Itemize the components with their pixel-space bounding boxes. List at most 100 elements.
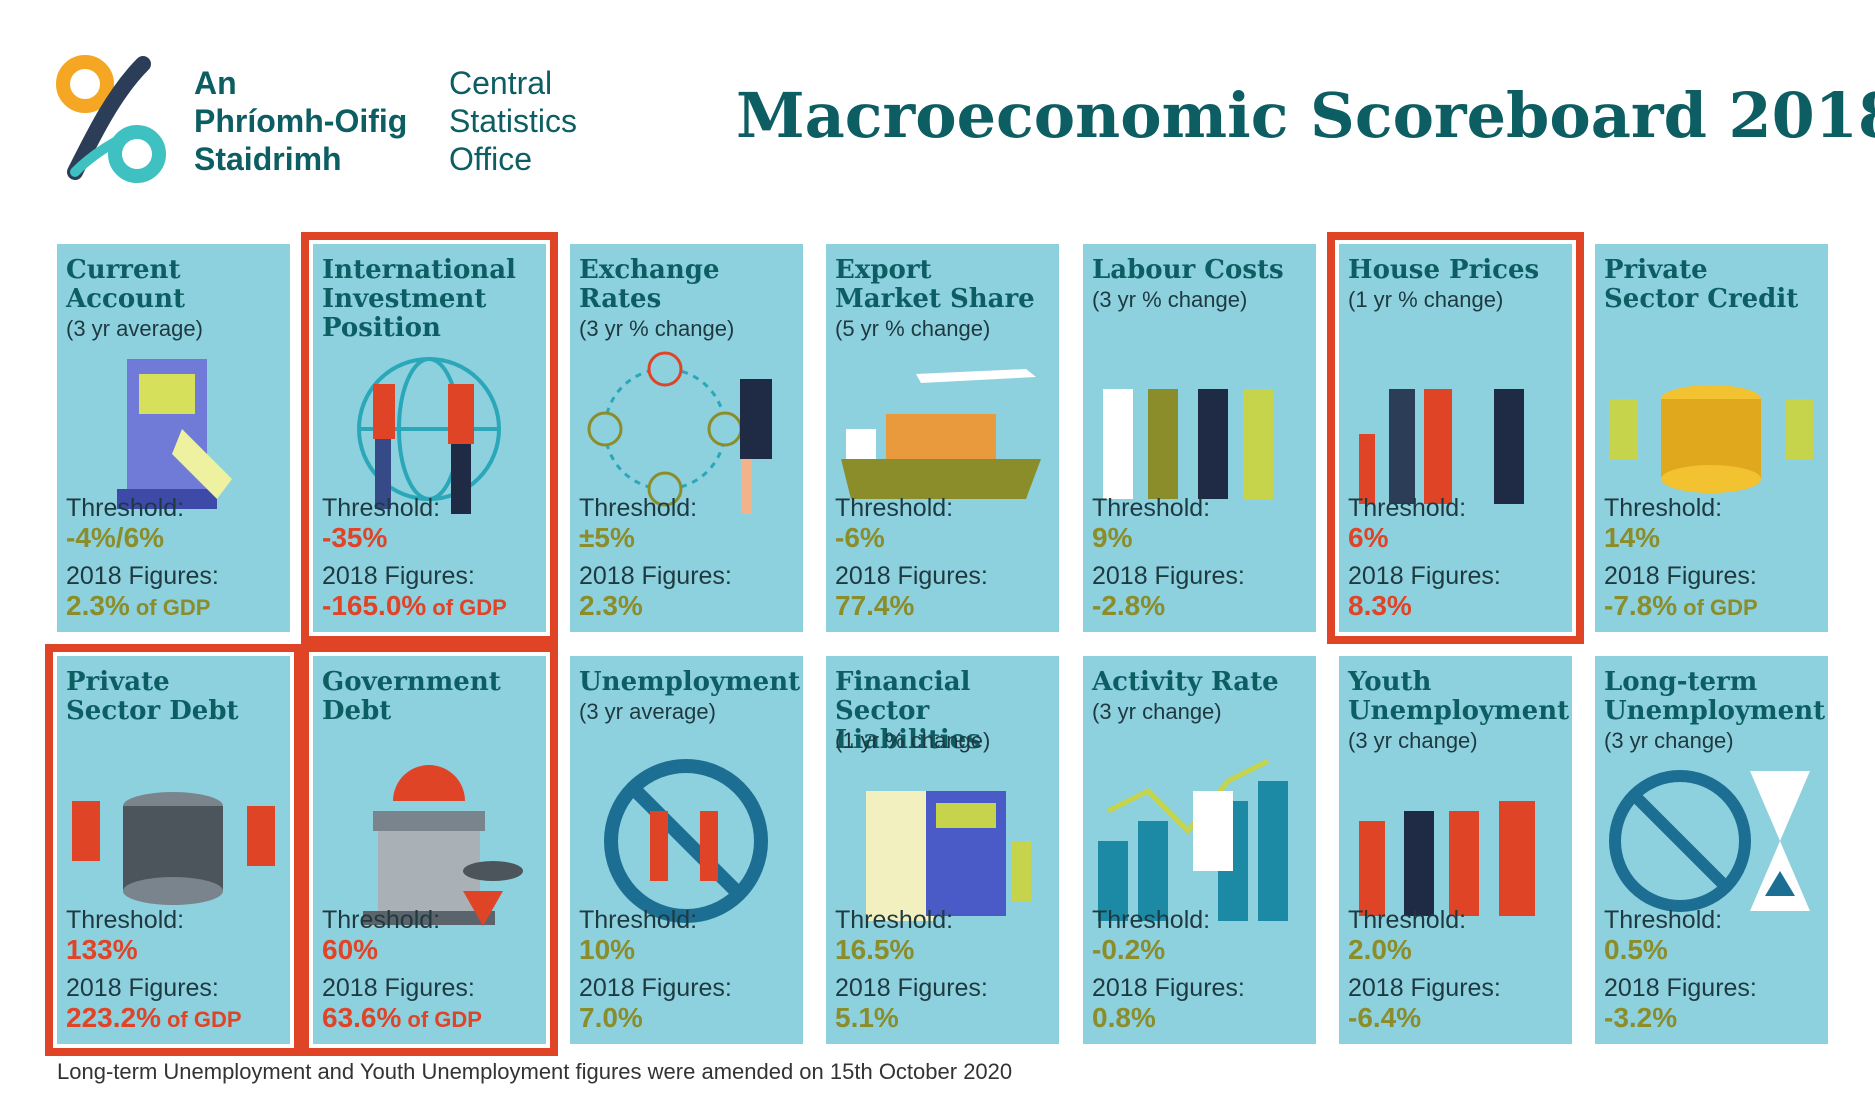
figure-unit: of GDP — [432, 595, 507, 620]
figure-number: 2.3% — [579, 590, 643, 621]
figures-label: 2018 Figures: — [322, 974, 475, 1002]
figures-label: 2018 Figures: — [1092, 974, 1245, 1002]
tile-title: Long-term Unemployment — [1604, 667, 1826, 726]
figures-label: 2018 Figures: — [66, 562, 219, 590]
government-building-icon — [363, 765, 523, 926]
org-irish-line: Phríomh-Oifig — [194, 103, 408, 139]
org-english-line: Office — [449, 141, 532, 177]
indicator-tile: House Prices (1 yr % change) Threshold: 6% 2… — [1327, 232, 1584, 644]
threshold-value: 6% — [1348, 522, 1389, 553]
figures-label: 2018 Figures: — [1092, 562, 1245, 590]
hourglass-icon — [1609, 770, 1810, 912]
figure-value: -6.4% — [1348, 1002, 1421, 1034]
indicator-tile: Private Sector Credit Threshold: 14% 2018 F… — [1595, 244, 1828, 632]
youth-phones-icon — [1359, 801, 1535, 916]
tile-title: Financial Sector Liabilities — [835, 667, 981, 755]
threshold-value: 0.5% — [1604, 934, 1668, 965]
threshold-label: Threshold: — [322, 494, 441, 522]
figure-number: 8.3% — [1348, 590, 1412, 621]
figure-unit: of GDP — [1683, 595, 1758, 620]
tile-title: Export Market Share — [835, 255, 1035, 314]
threshold-label: Threshold: — [1348, 906, 1467, 934]
globe-handshake-icon — [357, 357, 501, 514]
threshold-label: Threshold: — [1092, 906, 1211, 934]
figures-label: 2018 Figures: — [1604, 974, 1757, 1002]
figure-unit: of GDP — [166, 1007, 242, 1032]
figure-unit: of GDP — [407, 1007, 482, 1032]
tile-subtitle: (3 yr change) — [1604, 728, 1734, 753]
threshold-label: Threshold: — [322, 906, 441, 934]
figures-label: 2018 Figures: — [1348, 974, 1501, 1002]
figure-value: 0.8% — [1092, 1002, 1156, 1034]
figure-number: 77.4% — [835, 590, 915, 621]
tile-subtitle: (3 yr average) — [579, 699, 716, 724]
tile-title: Youth Unemployment — [1348, 667, 1570, 726]
figures-label: 2018 Figures: — [1604, 562, 1757, 590]
figure-number: -165.0% — [322, 590, 427, 621]
threshold-label: Threshold: — [66, 906, 185, 934]
figure-number: -7.8% — [1604, 590, 1678, 621]
indicator-tile: Private Sector Debt Threshold: 133% 2018 Fi… — [45, 644, 302, 1056]
indicator-tile: International Investment Position Thresho… — [301, 232, 558, 644]
threshold-value: 10% — [579, 934, 636, 965]
indicator-tile: Unemployment (3 yr average) Threshold: 10% 2… — [570, 656, 803, 1044]
threshold-label: Threshold: — [66, 494, 185, 522]
tile-subtitle: (3 yr % change) — [1092, 287, 1248, 312]
figure-value: 7.0% — [579, 1002, 643, 1034]
threshold-value: 2.0% — [1348, 934, 1412, 965]
threshold-value: 9% — [1092, 522, 1133, 553]
threshold-value: 14% — [1604, 522, 1661, 553]
indicator-tile: Current Account (3 yr average) Threshold: -… — [57, 244, 290, 632]
threshold-label: Threshold: — [579, 494, 698, 522]
figure-value: 2.3% — [579, 590, 643, 622]
indicator-tile: Activity Rate (3 yr change) Threshold: -0.2… — [1083, 656, 1316, 1044]
calculator-icon — [866, 791, 1031, 921]
threshold-value: -35% — [322, 522, 388, 553]
figure-number: 5.1% — [835, 1002, 899, 1033]
figures-label: 2018 Figures: — [835, 974, 988, 1002]
threshold-value: 16.5% — [835, 934, 915, 965]
grey-coins-icon — [72, 792, 275, 905]
figures-label: 2018 Figures: — [322, 562, 475, 590]
tile-title: Activity Rate — [1092, 667, 1279, 697]
threshold-value: ±5% — [579, 522, 635, 553]
org-english-line: Central — [449, 65, 553, 101]
gold-coins-icon — [1610, 385, 1813, 493]
indicator-tile: Financial Sector Liabilities (1 yr % chan… — [826, 656, 1059, 1044]
atm-icon — [117, 359, 232, 509]
figure-number: 7.0% — [579, 1002, 643, 1033]
org-irish-line: Staidrimh — [194, 141, 342, 177]
family-keys-icon — [1359, 389, 1524, 504]
tile-title: House Prices — [1348, 255, 1540, 285]
indicator-tile: Exchange Rates (3 yr % change) Threshold: ±… — [570, 244, 803, 632]
threshold-label: Threshold: — [1092, 494, 1211, 522]
threshold-label: Threshold: — [1604, 494, 1723, 522]
tile-title: Exchange Rates — [579, 255, 720, 314]
indicator-tile: Youth Unemployment (3 yr change) Threshold… — [1339, 656, 1572, 1044]
figure-number: 63.6% — [322, 1002, 402, 1033]
figures-label: 2018 Figures: — [1348, 562, 1501, 590]
threshold-value: -6% — [835, 522, 885, 553]
figures-label: 2018 Figures: — [835, 562, 988, 590]
tile-subtitle: (3 yr % change) — [579, 316, 735, 341]
tile-subtitle: (5 yr % change) — [835, 316, 991, 341]
threshold-label: Threshold: — [835, 906, 954, 934]
figure-value: 5.1% — [835, 1002, 899, 1034]
indicator-tile: Labour Costs (3 yr % change) Threshold: 9% 2… — [1083, 244, 1316, 632]
figure-value: 63.6% of GDP — [322, 1002, 482, 1036]
figure-value: -3.2% — [1604, 1002, 1677, 1034]
figure-number: -6.4% — [1348, 1002, 1422, 1033]
cargo-ship-icon — [841, 369, 1041, 499]
indicator-tile: Long-term Unemployment (3 yr change) Thres… — [1595, 656, 1828, 1044]
cso-logo — [56, 55, 166, 183]
tile-subtitle: (3 yr average) — [66, 316, 203, 341]
figure-value: 77.4% — [835, 590, 914, 622]
figure-number: 2.3% — [66, 590, 130, 621]
threshold-label: Threshold: — [1604, 906, 1723, 934]
no-workers-icon — [604, 759, 768, 923]
figure-value: -7.8% of GDP — [1604, 590, 1758, 624]
threshold-value: 60% — [322, 934, 379, 965]
workers-icon — [1103, 389, 1273, 499]
org-name-english: Central Statistics Office — [449, 64, 577, 178]
figure-number: 223.2% — [66, 1002, 161, 1033]
